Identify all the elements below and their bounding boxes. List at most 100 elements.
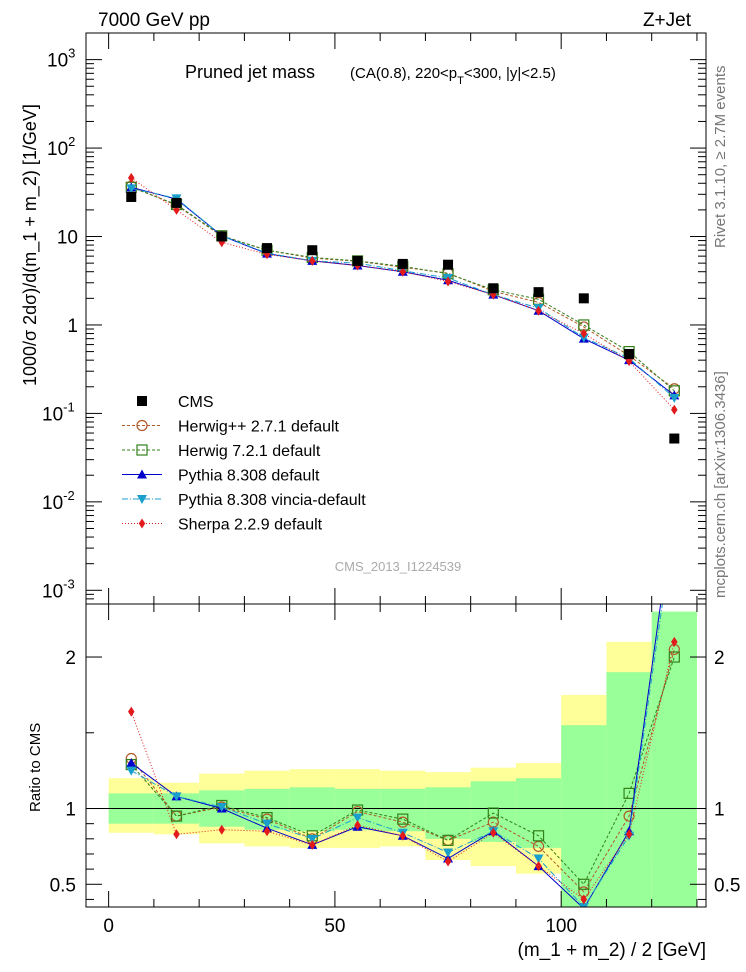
- y-tick-label-exponent: -3: [63, 576, 75, 591]
- y-tick-label-base: 1: [67, 316, 78, 337]
- x-tick-label: 100: [545, 916, 577, 937]
- ratio-y-tick-label-right: 1: [714, 800, 725, 821]
- legend-label: CMS: [178, 394, 214, 411]
- x-tick-label: 0: [103, 916, 114, 937]
- ratio-point-pythia-8-308-default: [126, 758, 137, 768]
- ratio-point-sherpa-2-2-9-default: [399, 830, 407, 841]
- ratio-point-pythia-8-308-vincia-default: [533, 854, 544, 864]
- plot-title: Pruned jet mass: [185, 62, 315, 82]
- ratio-point-pythia-8-308-vincia-default: [126, 766, 137, 776]
- ratio-x-ticks: 0 50 100: [103, 604, 698, 937]
- legend-label: Herwig++ 2.7.1 default: [178, 419, 340, 436]
- ratio-point-sherpa-2-2-9-default: [128, 706, 135, 717]
- y-tick-label-exponent: -1: [63, 399, 75, 414]
- legend-marker: [137, 495, 147, 504]
- series-pythia-8-308-default: [126, 182, 680, 400]
- series-cms: [126, 191, 680, 444]
- data-point-sherpa-2-2-9-default: [128, 172, 135, 183]
- ratio-point-herwig-7-2-1-default: [170, 810, 183, 822]
- y-tick-label-exponent: 3: [68, 46, 75, 61]
- legend-entry-cms: CMS: [137, 394, 214, 411]
- y-tick-label: 1: [67, 316, 78, 337]
- y-tick-label: 103: [47, 46, 75, 72]
- green-band: [289, 787, 335, 832]
- main-y-axis-label: 1000/σ 2dσ)/d(m_1 + m_2) [1/GeV]: [20, 104, 41, 386]
- y-tick-label-base: 10: [42, 493, 63, 514]
- legend-entry-pythia-8-308-vincia-default: Pythia 8.308 vincia-default: [122, 492, 366, 509]
- main-plot-area: [125, 172, 680, 444]
- ratio-y-ticks: 0.5 0.5 1 1 2 2: [50, 648, 740, 900]
- y-tick-label: 10: [57, 228, 78, 249]
- data-point-sherpa-2-2-9-default: [580, 328, 588, 339]
- ratio-point-herwig-7-2-1-default: [668, 651, 680, 663]
- subtitle-part-1: (CA(0.8), 220<p: [350, 65, 457, 82]
- green-band: [651, 611, 697, 907]
- ratio-point-pythia-8-308-vincia-default: [352, 813, 363, 823]
- x-axis-label: (m_1 + m_2) / 2 [GeV]: [518, 940, 707, 961]
- ratio-point-sherpa-2-2-9-default: [535, 861, 542, 872]
- data-point-cms: [533, 287, 544, 298]
- subtitle-part-2: <300, |y|<2.5): [464, 65, 556, 82]
- legend-entry-sherpa-2-2-9-default: Sherpa 2.2.9 default: [122, 517, 323, 534]
- legend-label: Pythia 8.308 default: [178, 468, 320, 485]
- ratio-plot-area: [86, 604, 706, 907]
- ratio-point-herwig-7-2-1-default: [397, 813, 409, 825]
- plot-subtitle: (CA(0.8), 220<pT<300, |y|<2.5): [350, 65, 556, 87]
- main-series: [125, 172, 680, 444]
- legend-marker: [136, 419, 148, 432]
- data-point-cms: [216, 231, 227, 242]
- ratio-point-herwig-7-2-1-default: [442, 834, 454, 846]
- ratio-y-tick-label-right: 2: [714, 648, 725, 669]
- ratio-point-herwig-2-7-1-default: [623, 810, 635, 822]
- ratio-point-herwig-7-2-1-default: [578, 878, 590, 890]
- ratio-point-sherpa-2-2-9-default: [309, 839, 316, 850]
- ratio-point-pythia-8-308-vincia-default: [578, 903, 589, 907]
- series-herwig-7-2-1-default: [125, 181, 680, 397]
- data-point-cms: [669, 433, 680, 444]
- green-band: [380, 788, 426, 832]
- series-herwig-2-7-1-default: [125, 180, 680, 395]
- green-band: [425, 787, 471, 839]
- y-tick-label: 10-3: [42, 576, 75, 602]
- data-point-pythia-8-308-vincia-default: [669, 393, 680, 403]
- legend-marker: [137, 469, 147, 479]
- process-label: Z+Jet: [643, 10, 692, 31]
- ratio-y-tick-label-left: 1: [65, 800, 76, 821]
- x-tick-label: 50: [324, 916, 345, 937]
- legend-entry-herwig-2-7-1-default: Herwig++ 2.7.1 default: [122, 419, 340, 436]
- ratio-series-pythia-8-308-vincia-default: [126, 604, 663, 907]
- ratio-point-sherpa-2-2-9-default: [580, 894, 588, 905]
- data-point-cms: [171, 197, 182, 208]
- legend-marker: [138, 518, 146, 529]
- y-tick-label-base: 10: [57, 228, 78, 249]
- data-point-cms: [307, 245, 318, 256]
- ratio-line-herwig-2-7-1-default: [130, 649, 675, 893]
- data-point-cms: [578, 293, 589, 304]
- series-line-pythia-8-308-vincia-default: [131, 187, 675, 399]
- data-point-sherpa-2-2-9-default: [535, 305, 542, 316]
- series-line-herwig-2-7-1-default: [131, 185, 675, 390]
- ratio-point-pythia-8-308-vincia-default: [262, 819, 273, 829]
- y-tick-label: 10-1: [42, 399, 75, 425]
- series-sherpa-2-2-9-default: [128, 172, 678, 415]
- ratio-point-sherpa-2-2-9-default: [490, 827, 497, 838]
- legend-entry-pythia-8-308-default: Pythia 8.308 default: [122, 468, 320, 485]
- legend-marker: [136, 444, 148, 456]
- data-point-cms: [624, 348, 635, 359]
- ratio-point-sherpa-2-2-9-default: [218, 824, 226, 835]
- data-point-sherpa-2-2-9-default: [309, 255, 316, 266]
- data-point-cms: [488, 283, 499, 294]
- data-point-cms: [352, 255, 363, 266]
- ratio-point-pythia-8-308-vincia-default: [307, 834, 318, 844]
- y-tick-label-base: 10: [42, 404, 63, 425]
- legend-marker: [137, 396, 147, 406]
- ratio-point-sherpa-2-2-9-default: [263, 826, 271, 837]
- y-tick-label-base: 10: [42, 581, 63, 602]
- data-point-sherpa-2-2-9-default: [671, 404, 678, 415]
- data-point-cms: [397, 258, 408, 269]
- data-point-cms: [443, 259, 454, 270]
- y-tick-label: 10-2: [42, 488, 75, 514]
- subtitle-subscript: T: [457, 75, 464, 87]
- ratio-y-tick-label-left: 0.5: [50, 875, 76, 896]
